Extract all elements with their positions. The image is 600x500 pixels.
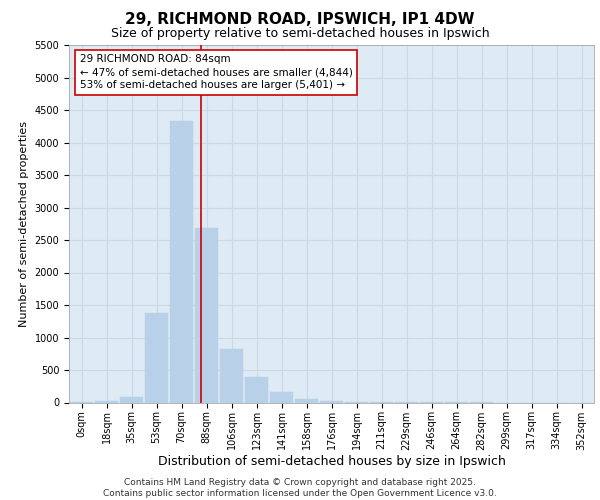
- Bar: [320, 401, 343, 402]
- Bar: [245, 377, 268, 402]
- Bar: [295, 398, 318, 402]
- Y-axis label: Number of semi-detached properties: Number of semi-detached properties: [19, 120, 29, 327]
- Bar: [220, 348, 243, 403]
- Text: 29 RICHMOND ROAD: 84sqm
← 47% of semi-detached houses are smaller (4,844)
53% of: 29 RICHMOND ROAD: 84sqm ← 47% of semi-de…: [79, 54, 352, 90]
- Bar: [170, 121, 193, 402]
- Bar: [145, 313, 168, 402]
- Text: 29, RICHMOND ROAD, IPSWICH, IP1 4DW: 29, RICHMOND ROAD, IPSWICH, IP1 4DW: [125, 12, 475, 28]
- Bar: [270, 392, 293, 402]
- Bar: [195, 228, 218, 402]
- Text: Contains HM Land Registry data © Crown copyright and database right 2025.
Contai: Contains HM Land Registry data © Crown c…: [103, 478, 497, 498]
- Text: Size of property relative to semi-detached houses in Ipswich: Size of property relative to semi-detach…: [110, 28, 490, 40]
- Bar: [95, 401, 118, 402]
- X-axis label: Distribution of semi-detached houses by size in Ipswich: Distribution of semi-detached houses by …: [158, 455, 505, 468]
- Bar: [120, 398, 143, 402]
